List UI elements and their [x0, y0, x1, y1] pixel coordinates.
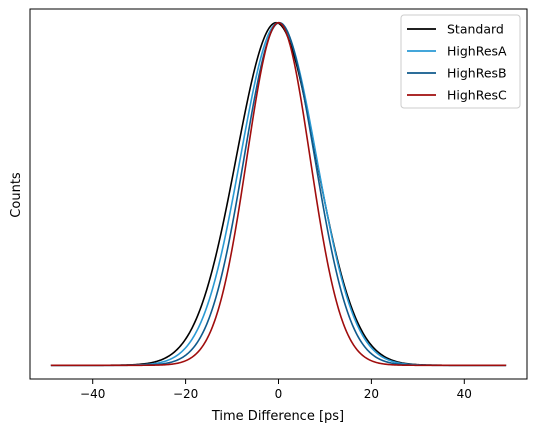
x-tick-label: 20	[364, 387, 379, 401]
legend-label-highresa: HighResA	[447, 44, 507, 59]
x-axis-label: Time Difference [ps]	[211, 409, 344, 424]
plot-lines	[50, 21, 507, 367]
legend: Standard HighResA HighResB HighResC	[400, 14, 521, 109]
x-tick-label: −40	[80, 387, 105, 401]
legend-box	[400, 14, 521, 109]
y-axis-label: Counts	[9, 172, 24, 218]
legend-label-standard: Standard	[447, 22, 504, 37]
x-axis-ticks: −40 −20 0 20 40	[80, 379, 472, 401]
x-tick-label: 40	[457, 387, 472, 401]
legend-label-highresc: HighResC	[447, 88, 507, 103]
x-tick-label: −20	[173, 387, 198, 401]
legend-label-highresb: HighResB	[447, 66, 507, 81]
series-line-highresc	[50, 21, 507, 367]
x-tick-label: 0	[275, 387, 283, 401]
